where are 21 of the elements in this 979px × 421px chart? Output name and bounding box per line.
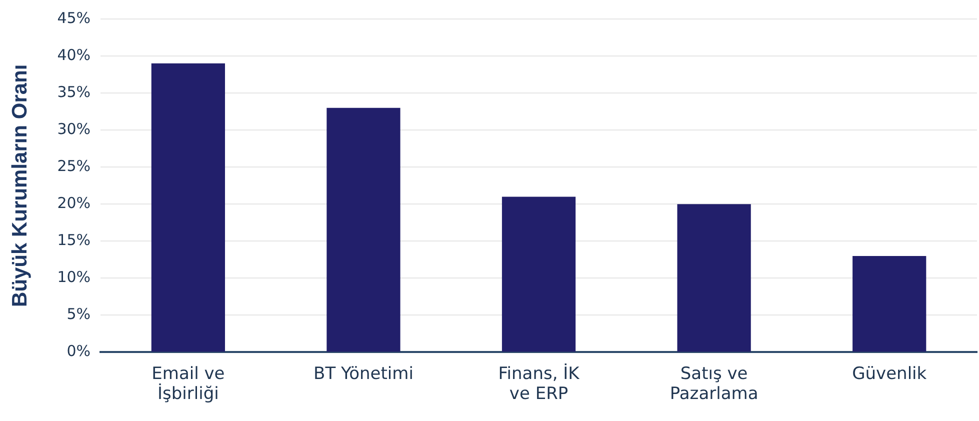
y-axis-title: Büyük Kurumların Oranı bbox=[8, 64, 32, 307]
y-tick-label: 30% bbox=[57, 120, 91, 138]
bar bbox=[326, 108, 400, 352]
y-tick-label: 40% bbox=[57, 46, 91, 64]
y-tick-label: 0% bbox=[66, 342, 91, 360]
bar bbox=[502, 196, 576, 352]
y-tick-label: 25% bbox=[57, 156, 91, 175]
y-tick-label: 5% bbox=[66, 305, 91, 324]
x-tick-label: Satış ve Pazarlama bbox=[670, 364, 758, 404]
y-tick-label: 15% bbox=[57, 231, 91, 250]
y-tick-label: 10% bbox=[57, 268, 91, 286]
x-tick-label: BT Yönetimi bbox=[314, 364, 414, 384]
x-tick-label: Güvenlik bbox=[852, 364, 927, 384]
bar bbox=[151, 63, 225, 352]
x-tick-label: Finans, İK ve ERP bbox=[498, 362, 580, 404]
y-tick-label: 20% bbox=[57, 194, 91, 212]
y-tick-label: 45% bbox=[57, 8, 91, 27]
bar bbox=[677, 204, 751, 352]
bar bbox=[852, 256, 926, 352]
y-tick-label: 35% bbox=[57, 82, 91, 101]
x-tick-label: Email ve İşbirliği bbox=[152, 364, 225, 404]
